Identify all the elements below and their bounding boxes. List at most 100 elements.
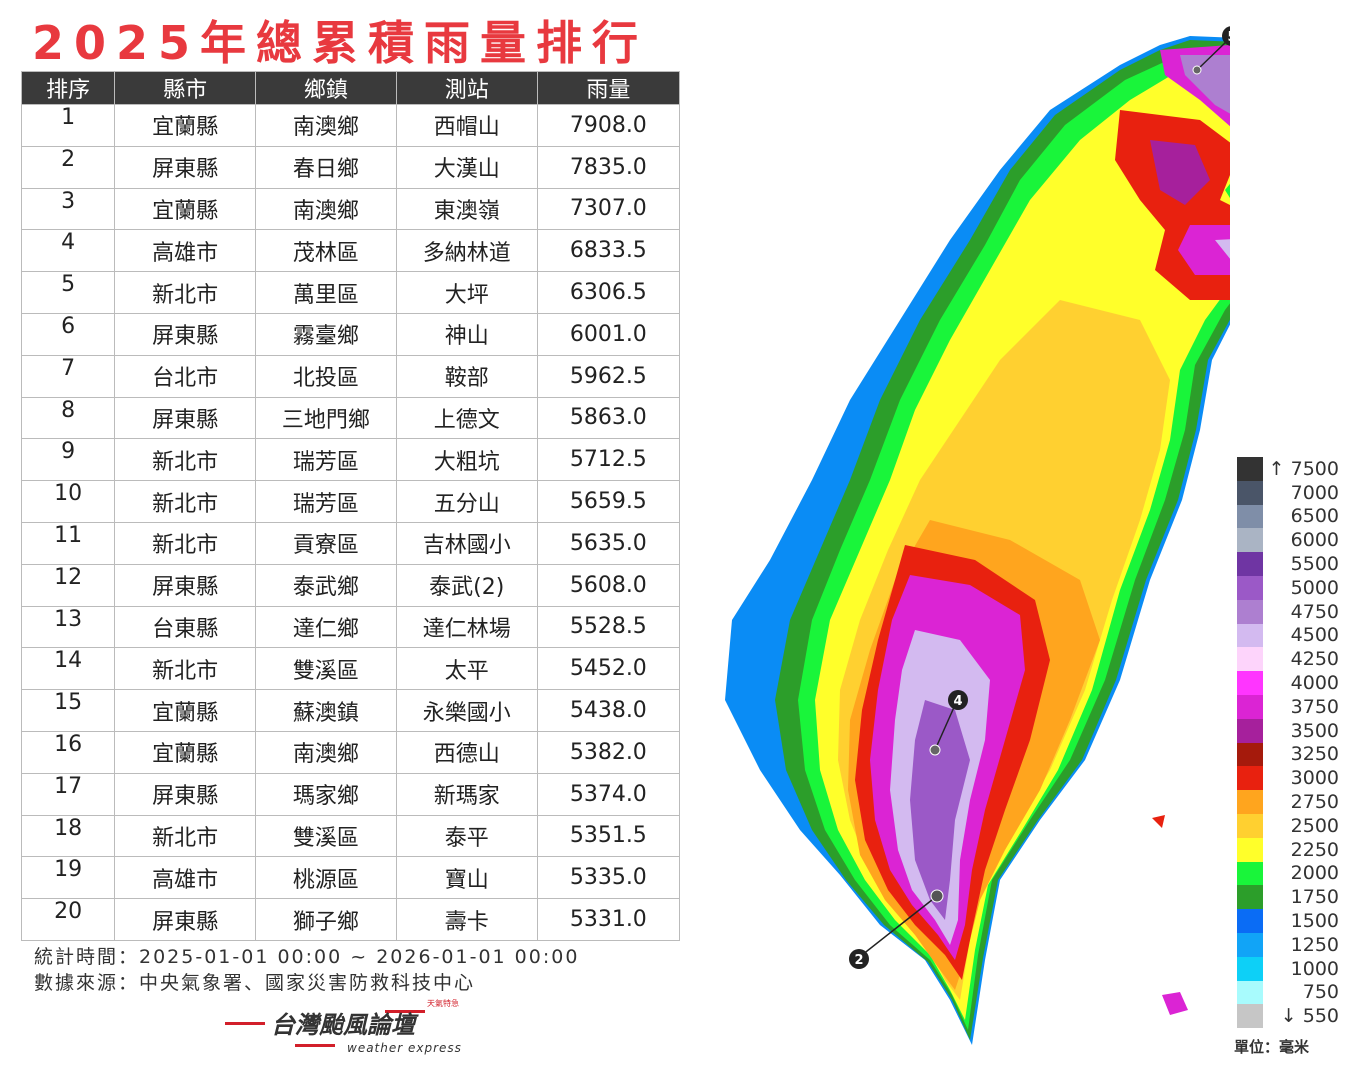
legend-swatch	[1237, 1004, 1263, 1029]
station-markers: 1 2 3 4 5	[849, 26, 1230, 969]
station-cell: 西帽山	[395, 104, 538, 147]
township-cell: 貢寮區	[255, 521, 397, 565]
county-cell: 台北市	[114, 354, 257, 398]
rainfall-cell: 5452.0	[536, 647, 681, 691]
table-row: 16 宜蘭縣 南澳鄉 西德山 5382.0	[20, 730, 681, 774]
legend-item: 1500	[1237, 909, 1339, 933]
legend-item: 3500	[1237, 718, 1339, 743]
column-header: 排序	[20, 71, 116, 105]
legend-label: 750	[1302, 981, 1339, 1004]
table-row: 9 新北市 瑞芳區 大粗坑 5712.5	[20, 438, 681, 482]
rainfall-cell: 6833.5	[536, 229, 681, 273]
table-row: 18 新北市 雙溪區 泰平 5351.5	[20, 814, 681, 858]
legend-swatch	[1237, 623, 1263, 648]
legend-swatch	[1237, 861, 1263, 886]
rank-cell: 17	[20, 772, 116, 816]
legend-item: 4750	[1237, 599, 1339, 624]
legend-item: ↑ 7500	[1237, 457, 1339, 481]
legend-swatch	[1237, 575, 1263, 600]
legend-label: 5500	[1290, 553, 1339, 576]
station-cell: 東澳嶺	[395, 187, 538, 231]
rank-cell: 14	[20, 647, 116, 691]
legend-swatch	[1237, 909, 1263, 933]
township-cell: 獅子鄉	[255, 898, 397, 941]
township-cell: 瑪家鄉	[255, 772, 397, 816]
rainfall-cell: 5962.5	[536, 354, 681, 398]
table-row: 19 高雄市 桃源區 寶山 5335.0	[20, 856, 681, 900]
legend-label: 6000	[1290, 529, 1339, 552]
county-cell: 新北市	[114, 438, 257, 482]
legend-item: 2750	[1237, 790, 1339, 814]
county-cell: 屏東縣	[114, 772, 257, 816]
legend-item: 2500	[1237, 813, 1339, 838]
logo-sub: weather express	[347, 1041, 462, 1055]
legend-swatch	[1237, 837, 1263, 862]
taiwan-rainfall-map: 1 2 3 4 5	[725, 26, 1230, 1045]
legend-item: 6500	[1237, 504, 1339, 529]
township-cell: 南澳鄉	[255, 104, 397, 147]
county-cell: 新北市	[114, 521, 257, 565]
legend-label: 4250	[1290, 648, 1339, 671]
township-cell: 桃源區	[255, 856, 397, 900]
legend-item: 5000	[1237, 575, 1339, 600]
township-cell: 南澳鄉	[255, 730, 397, 774]
table-row: 1 宜蘭縣 南澳鄉 西帽山 7908.0	[20, 104, 681, 147]
logo-tag: 天氣特急	[427, 999, 459, 1008]
township-cell: 雙溪區	[255, 814, 397, 858]
township-cell: 南澳鄉	[255, 187, 397, 231]
legend-swatch	[1237, 552, 1263, 576]
township-cell: 雙溪區	[255, 647, 397, 691]
rank-cell: 3	[20, 187, 116, 231]
rank-cell: 6	[20, 312, 116, 356]
legend-swatch	[1237, 790, 1263, 814]
page-title: 2025年總累積雨量排行	[32, 16, 649, 70]
table-row: 17 屏東縣 瑪家鄉 新瑪家 5374.0	[20, 772, 681, 816]
legend-item: 1000	[1237, 956, 1339, 981]
legend-label: 3750	[1290, 695, 1339, 718]
legend-item: 750	[1237, 980, 1339, 1005]
legend-label: 3500	[1290, 719, 1339, 742]
legend-label: 2500	[1290, 814, 1339, 837]
table-row: 15 宜蘭縣 蘇澳鎮 永樂國小 5438.0	[20, 689, 681, 732]
station-cell: 大坪	[395, 271, 538, 314]
rainfall-cell: 5712.5	[536, 438, 681, 482]
rainfall-cell: 5863.0	[536, 396, 681, 440]
county-cell: 新北市	[114, 647, 257, 691]
county-cell: 宜蘭縣	[114, 104, 257, 147]
table-row: 4 高雄市 茂林區 多納林道 6833.5	[20, 229, 681, 273]
station-cell: 多納林道	[395, 229, 538, 273]
rainfall-cell: 5528.5	[536, 605, 681, 649]
east-magenta	[1178, 225, 1230, 275]
legend-label: 1250	[1290, 933, 1339, 956]
rainfall-cell: 7835.0	[536, 145, 681, 189]
legend-label: 2250	[1290, 838, 1339, 861]
rainfall-cell: 5635.0	[536, 521, 681, 565]
north-magenta	[1150, 140, 1210, 205]
rainfall-contours	[725, 36, 1230, 1045]
rank-cell: 20	[20, 898, 116, 941]
legend-item: 2000	[1237, 861, 1339, 886]
column-header: 測站	[395, 71, 538, 105]
legend-item: 2250	[1237, 837, 1339, 862]
marker-4: 4	[948, 690, 968, 710]
rank-cell: 8	[20, 396, 116, 440]
rainfall-cell: 7908.0	[536, 104, 681, 147]
east-lavender	[1215, 239, 1230, 259]
legend-swatch	[1237, 480, 1263, 505]
township-cell: 北投區	[255, 354, 397, 398]
legend-label: ↑ 7500	[1268, 457, 1339, 480]
statistics-period: 統計時間：2025-01-01 00:00 ~ 2026-01-01 00:00	[34, 946, 580, 968]
legend-label: 5000	[1290, 576, 1339, 599]
legend-swatch	[1237, 457, 1263, 481]
county-cell: 宜蘭縣	[114, 730, 257, 774]
table-row: 11 新北市 貢寮區 吉林國小 5635.0	[20, 521, 681, 565]
legend-label: 4750	[1290, 600, 1339, 623]
legend-swatch	[1237, 813, 1263, 838]
legend-unit: 單位：毫米	[1234, 1038, 1310, 1056]
legend-swatch	[1237, 718, 1263, 743]
table-row: 6 屏東縣 霧臺鄉 神山 6001.0	[20, 312, 681, 356]
data-source: 數據來源：中央氣象署、國家災害防救科技中心	[34, 972, 476, 994]
column-header: 鄉鎮	[255, 71, 397, 105]
legend-item: 3250	[1237, 742, 1339, 767]
table-row: 2 屏東縣 春日鄉 大漢山 7835.0	[20, 145, 681, 189]
